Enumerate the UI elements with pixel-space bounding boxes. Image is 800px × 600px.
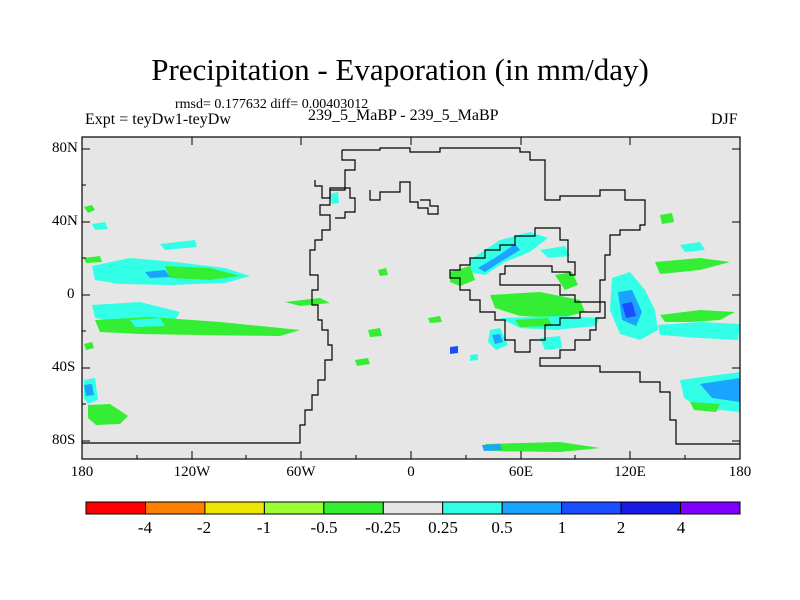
colorbar-box [323, 501, 384, 515]
colorbar-box [620, 501, 682, 515]
contour-fill-cyan [160, 240, 197, 250]
colorbar-label: -0.5 [310, 518, 338, 537]
contour-fill-blue [478, 244, 520, 272]
lat-label: 40N [52, 213, 78, 229]
lat-ticks [82, 148, 740, 442]
colorbar-box [680, 501, 741, 515]
contour-fill-green [84, 342, 94, 350]
lon-label: 180 [70, 464, 94, 480]
contour-fill-blue [84, 384, 94, 396]
contour-fill-cyan [540, 246, 570, 258]
contour-fill-green [428, 316, 442, 323]
lon-label: 60W [286, 464, 316, 480]
contour-fills [84, 192, 740, 452]
coastline [369, 181, 439, 215]
contour-fill-green [485, 442, 600, 452]
contour-fill-green [355, 358, 370, 366]
contour-fill-green [660, 213, 674, 224]
lon-label: 0 [407, 464, 415, 480]
contour-fill-green [88, 404, 128, 425]
colorbar-box [501, 501, 563, 515]
contour-fill-green [660, 310, 735, 322]
coastline [314, 180, 356, 219]
colorbar-label: -4 [137, 518, 153, 537]
lat-label: 40S [52, 359, 76, 375]
contour-fill-cyan [92, 222, 108, 230]
contour-fill-green [368, 328, 382, 337]
contour-fill-blue [482, 444, 502, 451]
lon-label: 180 [728, 464, 752, 480]
lat-label: 0 [67, 286, 75, 302]
plot-title: Precipitation - Evaporation (in mm/day) [151, 52, 649, 87]
colorbar-box [204, 501, 265, 515]
colorbar-label: -1 [256, 518, 272, 537]
colorbar-box [442, 501, 503, 515]
colorbar-label: 0.25 [428, 518, 458, 537]
contour-fill-green [84, 205, 95, 213]
colorbar-label: -0.25 [365, 518, 401, 537]
contour-fill-cyan [470, 354, 478, 361]
contour-fill-green [490, 292, 585, 318]
coastline [82, 150, 356, 444]
colorbar-box [561, 501, 622, 515]
lon-ticks [81, 137, 741, 459]
contour-fill-cyan [680, 242, 705, 252]
colorbar-label: 1 [557, 518, 567, 537]
contour-fill-cyan [130, 318, 165, 327]
colorbar-label: 2 [616, 518, 626, 537]
colorbar-box [382, 501, 444, 515]
contour-fill-blue [622, 302, 636, 318]
colorbar [85, 501, 741, 515]
colorbar-box [85, 501, 146, 515]
season-label: DJF [711, 111, 738, 128]
contour-fill-green [655, 258, 730, 274]
colorbar-box [145, 501, 206, 515]
colorbar-label: 4 [676, 518, 686, 537]
contour-fill-green [165, 266, 240, 280]
center-label: 239_5_MaBP - 239_5_MaBP [308, 107, 499, 124]
contour-fill-blue [492, 334, 503, 344]
contour-fill-blue [450, 346, 458, 354]
colorbar-label: 0.5 [491, 518, 513, 537]
contour-fill-cyan [92, 302, 180, 322]
contour-fill-cyan [330, 192, 339, 204]
coastline [342, 147, 740, 445]
lon-label: 60E [508, 464, 534, 480]
contour-fill-green [285, 298, 330, 306]
contour-fill-blue [700, 378, 740, 402]
lon-label: 120W [173, 464, 211, 480]
rmsd-diff-stats: rmsd= 0.177632 diff= 0.00403012 [175, 97, 369, 112]
lat-label: 80N [52, 140, 78, 156]
contour-fill-green [690, 402, 720, 412]
experiment-label: Expt = teyDw1-teyDw [85, 111, 231, 128]
colorbar-box [263, 501, 325, 515]
contour-fill-green [378, 268, 388, 276]
colorbar-label: -2 [196, 518, 212, 537]
lon-label: 120E [614, 464, 646, 480]
contour-fill-green [515, 318, 552, 327]
contour-fill-cyan [658, 322, 740, 340]
contour-fill-green [555, 272, 578, 290]
contour-fill-blue [145, 270, 170, 278]
contour-fill-green [84, 256, 102, 263]
contour-fill-green [450, 266, 475, 286]
lat-label: 80S [52, 432, 76, 448]
